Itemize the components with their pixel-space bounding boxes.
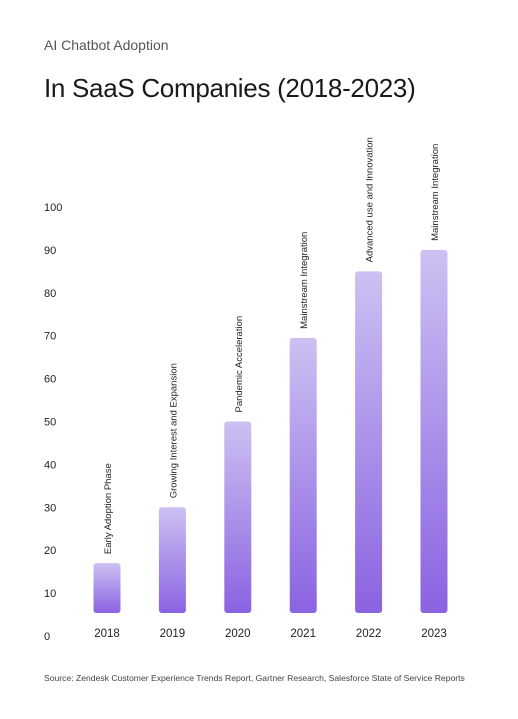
y-tick-label: 20	[44, 545, 56, 557]
bar-2022	[355, 271, 383, 613]
x-axis: 2018 2019 2020 2021 2022 2023	[94, 628, 447, 640]
bar-annotation-2022: Advanced use and Innovation	[365, 137, 376, 262]
bar-2020	[224, 421, 252, 613]
bar-annotation-2018: Early Adoption Phase	[103, 463, 114, 554]
chart-subtitle: AI Chatbot Adoption	[44, 37, 169, 53]
y-tick-label: 100	[44, 202, 62, 214]
source-note: Source: Zendesk Customer Experience Tren…	[44, 673, 465, 683]
y-tick-label: 90	[44, 245, 56, 257]
x-tick-label: 2020	[225, 628, 251, 640]
y-tick-label: 50	[44, 417, 56, 429]
y-tick-label: 60	[44, 374, 56, 386]
bar-annotation-2019: Growing Interest and Expansion	[168, 363, 179, 498]
y-tick-label: 30	[44, 502, 56, 514]
y-tick-label: 80	[44, 288, 56, 300]
x-tick-label: 2019	[160, 628, 186, 640]
x-tick-label: 2018	[94, 628, 120, 640]
y-tick-label: 70	[44, 331, 56, 343]
bar-2021	[289, 337, 317, 613]
y-tick-label: 10	[44, 588, 56, 600]
y-axis: 0 10 20 30 40 50 60 70 80 90 100	[44, 202, 62, 643]
x-tick-label: 2022	[356, 628, 382, 640]
chart-title: In SaaS Companies (2018-2023)	[44, 73, 416, 103]
bars: Early Adoption Phase Growing Interest and…	[93, 137, 448, 613]
bar-annotation-2021: Mainstream Integration	[299, 232, 310, 329]
x-tick-label: 2021	[290, 628, 316, 640]
y-tick-label: 0	[44, 631, 50, 643]
bar-annotation-2020: Pandemic Acceleration	[234, 316, 245, 413]
x-tick-label: 2023	[421, 628, 447, 640]
y-tick-label: 40	[44, 459, 56, 471]
bar-2019	[158, 507, 186, 613]
bar-2023	[420, 249, 448, 613]
bar-2018	[93, 563, 121, 613]
bar-annotation-2023: Mainstream Integration	[430, 144, 441, 241]
